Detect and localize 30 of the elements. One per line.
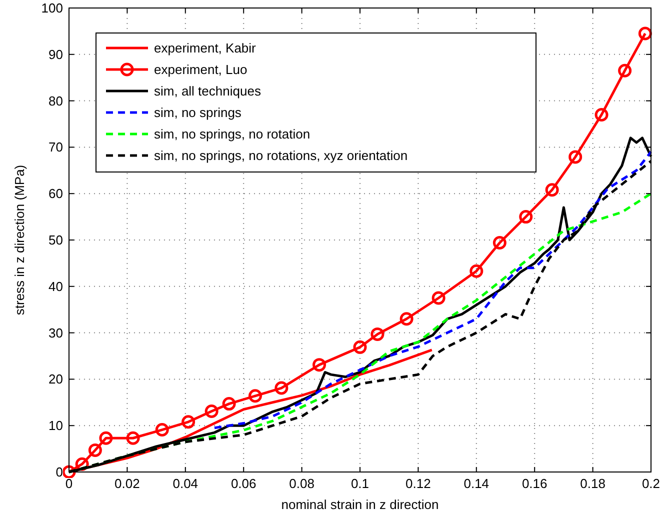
x-tick-label: 0.14: [464, 476, 490, 491]
y-axis-title: stress in z direction (MPa): [12, 164, 27, 316]
y-tick-label: 100: [41, 0, 63, 16]
legend-label: sim, all techniques: [154, 84, 262, 98]
legend-label: sim, no springs: [154, 105, 242, 120]
x-tick-label: 0.18: [580, 476, 606, 491]
legend-label: sim, no springs, no rotation: [154, 126, 310, 142]
x-axis-title: nominal strain in z direction: [281, 497, 439, 512]
legend-label: sim, no springs, no rotations, xyz orientation: [154, 148, 408, 163]
x-tick-label: 0.04: [172, 476, 198, 491]
x-tick-label: 0.02: [114, 476, 140, 491]
y-tick-label: 80: [48, 93, 63, 108]
y-tick-label: 10: [48, 418, 63, 434]
y-tick-label: 50: [48, 232, 63, 248]
x-tick-label: 0.16: [522, 476, 548, 491]
y-tick-label: 0: [56, 464, 63, 480]
y-tick-label: 40: [48, 278, 63, 294]
y-tick-label: 60: [48, 186, 63, 202]
x-tick-label: 0.06: [230, 476, 256, 491]
x-tick-label: 0.12: [406, 476, 431, 491]
y-tick-label: 20: [48, 372, 63, 387]
legend-label: experiment, Luo: [154, 62, 248, 77]
x-tick-label: 0.1: [350, 476, 370, 491]
y-tick-label: 90: [48, 46, 63, 62]
legend-label: experiment, Kabir: [154, 40, 257, 56]
y-tick-label: 70: [48, 140, 63, 155]
y-tick-label: 30: [48, 325, 63, 340]
x-tick-label: 0.08: [289, 476, 314, 491]
x-tick-label: 0.2: [642, 476, 660, 491]
x-tick-label: 0: [65, 476, 73, 491]
